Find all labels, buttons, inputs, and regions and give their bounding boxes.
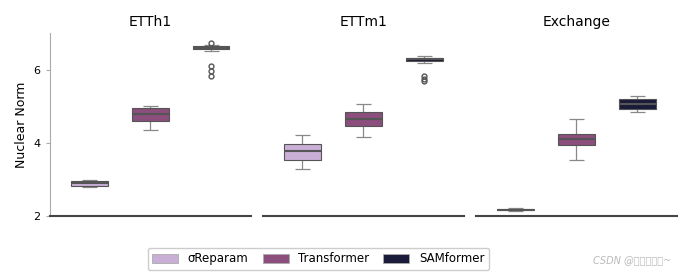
Y-axis label: Nuclear Norm: Nuclear Norm [15,81,28,168]
Bar [498,209,534,211]
Bar [284,144,320,160]
Bar [71,181,107,185]
Text: CSDN @幼儿园大哥~: CSDN @幼儿园大哥~ [593,255,671,265]
Bar [345,112,381,126]
Title: Exchange: Exchange [543,15,610,29]
Title: ETTh1: ETTh1 [129,15,172,29]
Bar [619,99,656,109]
Bar [558,134,594,145]
Bar [406,57,443,61]
Legend: σReparam, Transformer, SAMformer: σReparam, Transformer, SAMformer [147,248,489,270]
Bar [193,46,230,49]
Bar [132,108,169,121]
Title: ETTm1: ETTm1 [339,15,388,29]
